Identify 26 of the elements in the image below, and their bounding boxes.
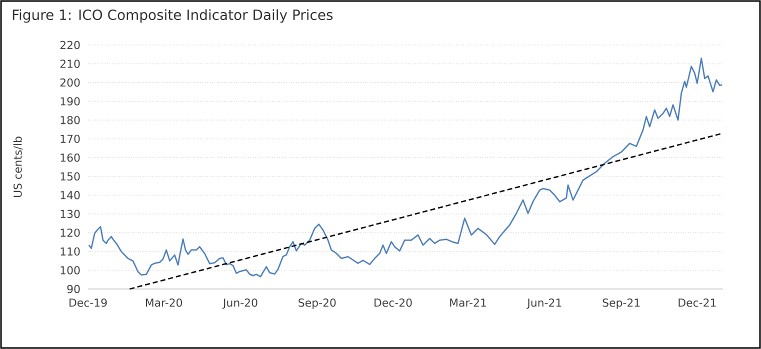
y-tick-label: 180	[60, 116, 80, 124]
y-tick-label: 90	[67, 284, 80, 294]
x-tick-label: Jun-21	[526, 298, 562, 309]
y-tick-label: 100	[60, 266, 80, 274]
x-tick-label: Jun-20	[222, 298, 258, 309]
chart-title: Figure 1: ICO Composite Indicator Daily Prices	[12, 9, 333, 23]
x-tick-label: Dec-20	[374, 298, 412, 307]
y-tick-label: 220	[60, 40, 80, 50]
y-tick-label: 140	[60, 191, 80, 200]
x-tick-label: Mar-21	[450, 298, 486, 307]
x-tick-label: Mar-20	[146, 298, 182, 307]
line-series	[88, 58, 723, 278]
x-tick-label: Dec-19	[70, 298, 107, 307]
x-tick-label: Dec-21	[678, 298, 716, 307]
y-tick-label: 200	[60, 78, 80, 87]
y-tick-label: 130	[60, 210, 80, 218]
y-tick-label: 120	[60, 228, 80, 237]
y-tick-label: 210	[60, 60, 80, 68]
x-tick-label: Sep-21	[602, 298, 640, 309]
y-tick-label: 170	[60, 134, 80, 143]
x-tick-label: Sep-20	[298, 298, 336, 309]
y-tick-label: 160	[60, 153, 80, 162]
y-tick-label: 110	[60, 247, 80, 256]
y-tick-label: 150	[60, 172, 80, 181]
y-tick-label: 190	[60, 97, 80, 106]
y-axis-title: US cents/lb	[13, 136, 23, 197]
